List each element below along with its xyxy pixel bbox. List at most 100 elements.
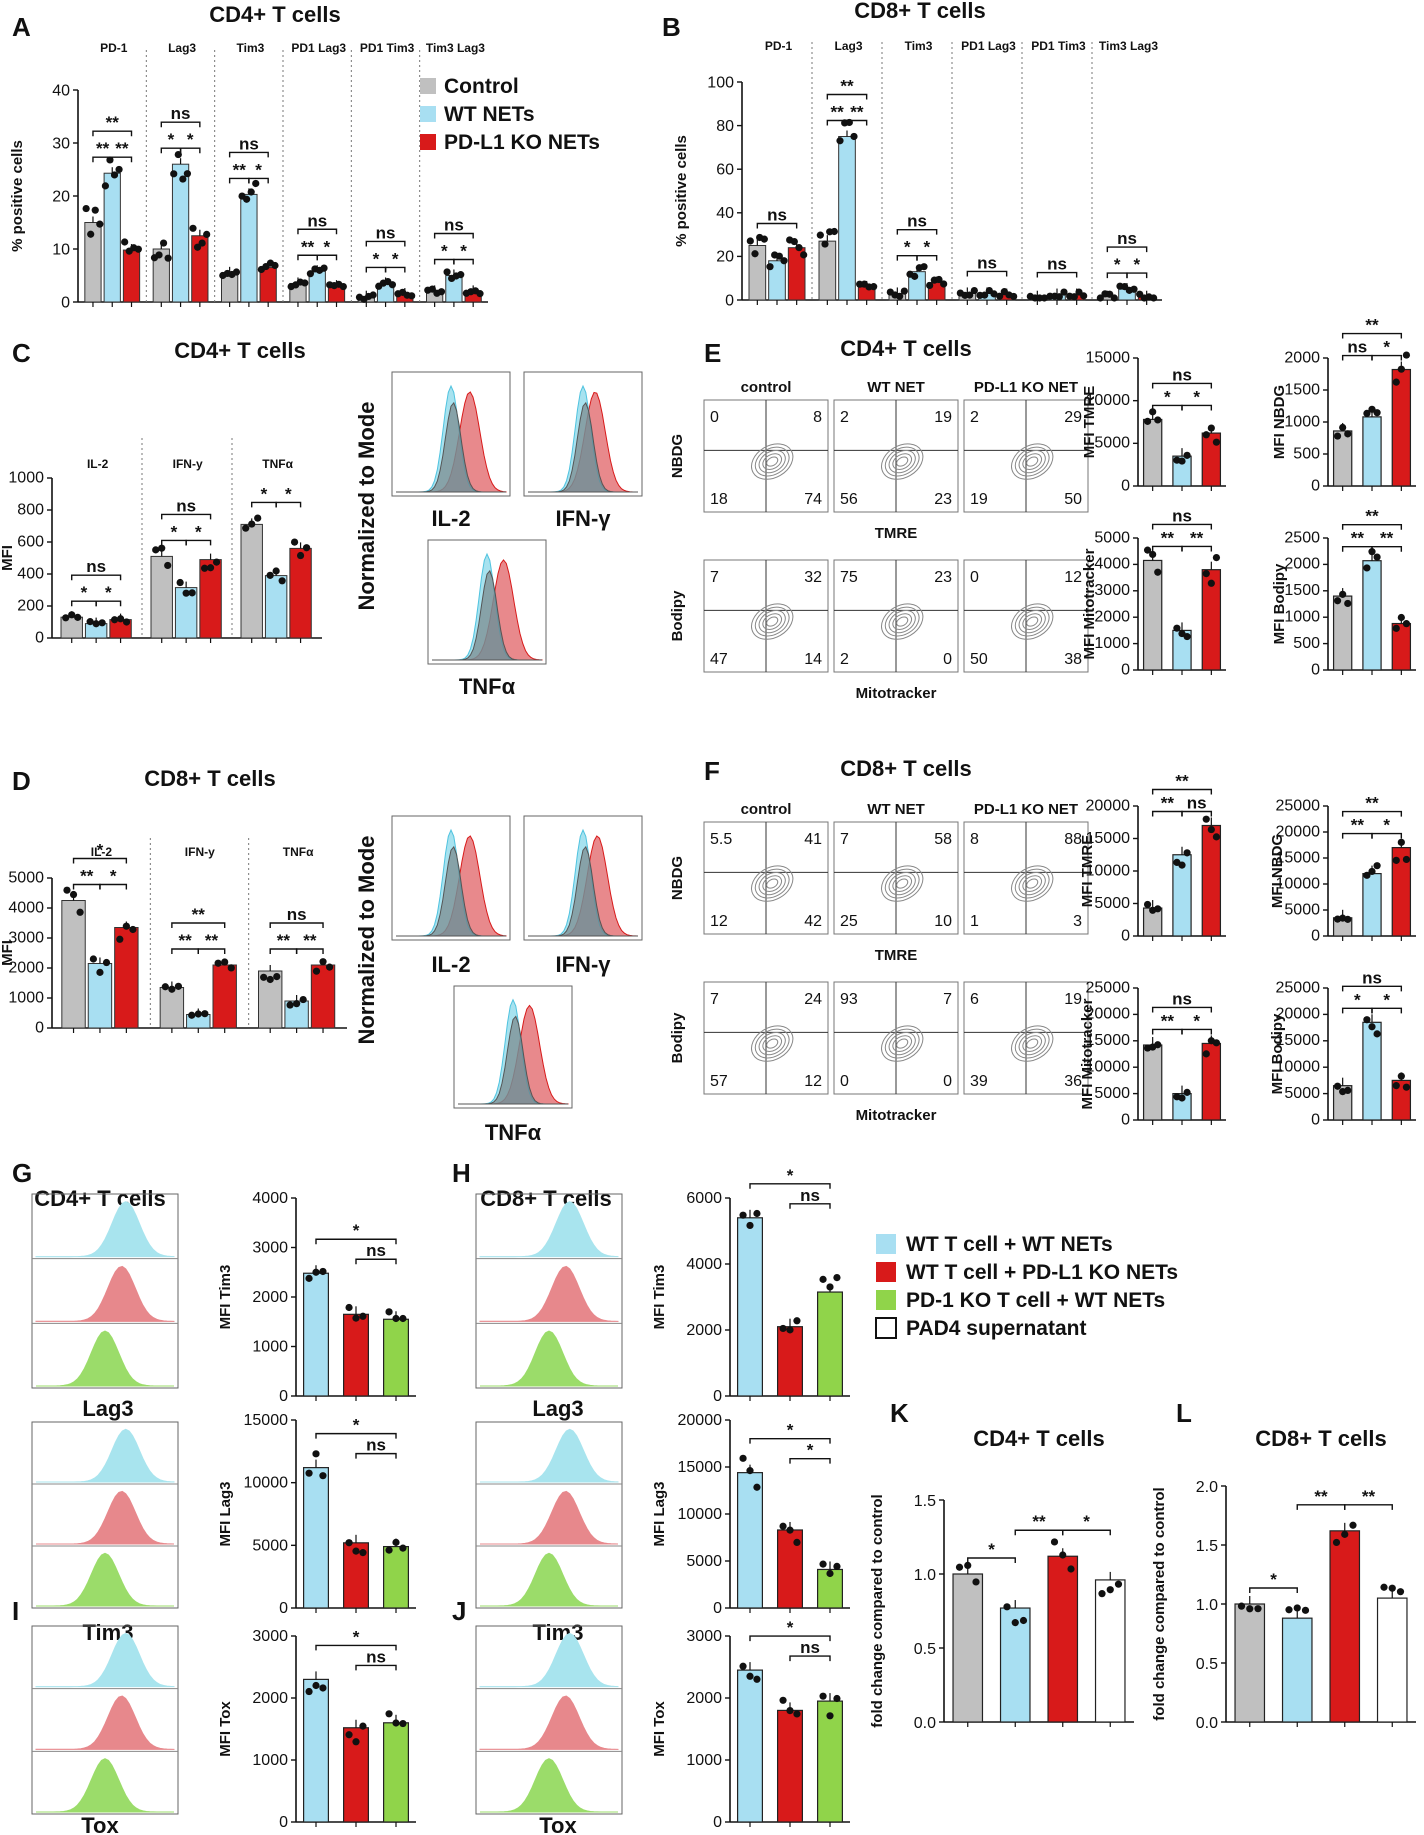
bar-F-NBDG-1 <box>1362 872 1382 937</box>
data-point <box>1212 1039 1221 1047</box>
data-point <box>89 955 97 963</box>
data-point <box>955 1563 964 1571</box>
y-tick-label-E-TMRE: 5000 <box>1094 435 1130 452</box>
data-point <box>819 1560 827 1568</box>
bar-D-IL-2 <box>61 900 86 1029</box>
hist-y-title-C: Normalized to Mode <box>354 401 379 610</box>
data-point <box>1402 1083 1411 1091</box>
y-tick-label-F-TMRE: 15000 <box>1086 830 1131 847</box>
data-point <box>760 235 768 243</box>
data-point <box>786 1326 794 1334</box>
data-point <box>739 1662 747 1670</box>
data-point <box>115 165 123 174</box>
contour-line <box>884 868 920 899</box>
data-point <box>110 171 119 179</box>
sig-F-Bodipyc-label: ns <box>1362 968 1382 987</box>
data-point <box>900 287 908 295</box>
sig-Kc-label: * <box>1083 1512 1090 1531</box>
sig-D1a-label: ** <box>178 931 192 950</box>
sig-B5b-label: * <box>1134 255 1141 274</box>
data-point <box>1040 294 1048 302</box>
bar-A-Lag3 <box>171 163 190 303</box>
y-tick-label-G-Lag3: 0 <box>279 1600 288 1617</box>
y-tick-label-H-Lag3: 20000 <box>678 1412 723 1429</box>
sig-A1c-bracket <box>160 121 201 128</box>
quadrant-value-lr: 3 <box>1073 913 1082 930</box>
contour-line <box>762 453 783 470</box>
data-point <box>305 1274 313 1282</box>
y-tick-label-H-Tim3: 6000 <box>686 1190 722 1207</box>
sig-B5c-bracket <box>1106 246 1148 253</box>
bar-D-TNFα <box>310 964 336 1029</box>
sig-H-Lag3b-label: * <box>787 1421 794 1440</box>
data-point <box>92 620 100 628</box>
data-point <box>392 1538 400 1546</box>
data-point <box>1254 1605 1262 1613</box>
data-point <box>399 1719 407 1728</box>
sig-La-label: * <box>1270 1570 1277 1589</box>
flow-column-label: PD-L1 KO NET <box>974 801 1078 818</box>
data-point <box>1106 1586 1114 1594</box>
quadrant-value-ll: 56 <box>840 491 858 508</box>
y-tick-label-C: 0 <box>35 629 44 646</box>
y-tick-label-E-Bodipy: 2000 <box>1284 556 1320 573</box>
y-tick-label-F-Mito: 20000 <box>1086 1006 1131 1023</box>
data-point <box>1154 568 1162 576</box>
y-tick-label-K: 0.5 <box>914 1641 936 1658</box>
contour-line <box>888 449 916 474</box>
sig-E-Mitoc-label: ns <box>1172 506 1192 525</box>
y-tick-label-G-Tim3: 1000 <box>252 1339 288 1356</box>
y-tick-label-E-Bodipy: 2500 <box>1284 529 1320 546</box>
data-point <box>134 245 142 253</box>
y-tick-label-E-NBDG: 1500 <box>1284 381 1320 398</box>
y-tick-label-L: 2.0 <box>1196 1479 1218 1496</box>
sig-F-NBDGb-label: * <box>1383 816 1390 835</box>
bar-G-Lag3-2 <box>383 1545 410 1609</box>
y-tick-label-K: 0.0 <box>914 1715 936 1732</box>
data-point <box>194 1010 202 1018</box>
contour-line <box>888 609 916 634</box>
data-point <box>786 1526 794 1534</box>
sig-D0b-bracket <box>99 883 128 890</box>
data-point <box>1019 1616 1028 1625</box>
sig-Lc-label: ** <box>1362 1487 1376 1506</box>
y-tick-label-F-NBDG: 10000 <box>1276 875 1321 892</box>
y-tick-label-F-TMRE: 0 <box>1121 927 1130 944</box>
bar-D-IFN-y <box>159 987 185 1029</box>
sig-E-NBDGb-bracket <box>1371 354 1403 361</box>
group-label-Lag3: Lag3 <box>168 41 196 55</box>
data-point <box>278 577 286 585</box>
data-point <box>221 958 229 966</box>
data-point <box>775 252 783 260</box>
data-point <box>243 195 251 203</box>
y-tick-label-A: 0 <box>61 294 70 311</box>
flow-row-label: Bodipy <box>669 1012 686 1063</box>
y-tick-label-F-TMRE: 10000 <box>1086 862 1131 879</box>
contour-line <box>758 449 786 474</box>
sig-B1c-bracket <box>826 93 868 100</box>
y-tick-label-J-Tox: 0 <box>713 1814 722 1831</box>
sig-A2c-label: ns <box>239 134 259 153</box>
hist-il2-d-frame <box>391 815 511 941</box>
y-tick-label-E-NBDG: 0 <box>1311 477 1320 494</box>
data-point <box>779 1324 787 1333</box>
contour-line <box>754 1028 790 1059</box>
sig-D1c-label: ** <box>192 905 206 924</box>
stack-J-tox-histogram-2 <box>480 1758 618 1813</box>
y-tick-label-B: 100 <box>707 74 734 91</box>
data-point <box>339 282 347 291</box>
contour-line <box>892 875 913 892</box>
data-point <box>325 963 334 971</box>
data-point <box>306 270 315 278</box>
sig-F-Mitob-label: * <box>1193 1011 1200 1030</box>
y-tick-label-G-Lag3: 15000 <box>244 1412 289 1429</box>
data-point <box>1368 405 1376 413</box>
data-point <box>1096 294 1104 302</box>
data-point <box>800 251 808 259</box>
sig-E-TMREb-label: * <box>1193 387 1200 406</box>
data-point <box>1363 1016 1371 1024</box>
data-point <box>1293 1604 1301 1612</box>
quadrant-value-ur: 7 <box>943 991 952 1008</box>
data-point <box>110 616 119 624</box>
sig-Ka-label: * <box>988 1540 995 1559</box>
